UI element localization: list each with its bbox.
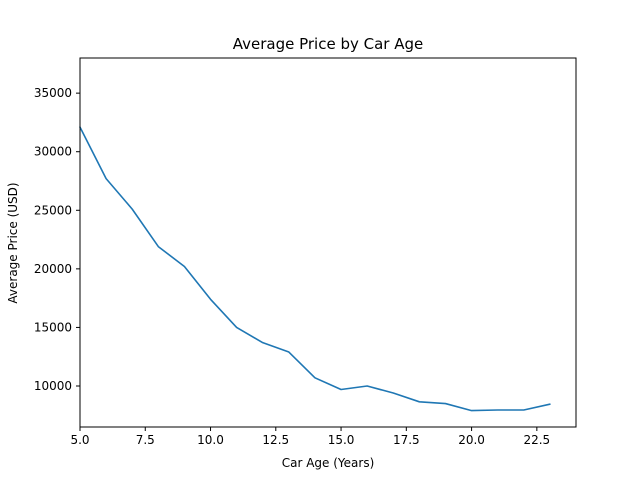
series-layer <box>79 126 551 412</box>
x-tick-label: 17.5 <box>393 433 420 447</box>
x-tick-label: 22.5 <box>523 433 550 447</box>
plot-frame <box>79 57 577 428</box>
y-tick-label: 25000 <box>34 203 72 217</box>
y-tick-label: 30000 <box>34 145 72 159</box>
x-tick-label: 10.0 <box>197 433 224 447</box>
y-tick-label: 20000 <box>34 262 72 276</box>
x-tick-label: 20.0 <box>458 433 485 447</box>
plot-area <box>79 57 577 428</box>
x-axis-label: Car Age (Years) <box>282 456 375 470</box>
y-tick-label: 15000 <box>34 320 72 334</box>
x-tick-label: 12.5 <box>262 433 289 447</box>
y-axis: 10000 15000 20000 25000 30000 35000 <box>34 86 80 393</box>
series-line <box>79 126 551 412</box>
y-axis-label: Average Price (USD) <box>6 182 20 303</box>
chart-title: Average Price by Car Age <box>233 35 424 53</box>
y-tick-label: 10000 <box>34 379 72 393</box>
x-axis: 5.0 7.5 10.0 12.5 15.0 17.5 20.0 22.5 <box>70 427 550 447</box>
x-tick-label: 5.0 <box>70 433 89 447</box>
x-tick-label: 15.0 <box>328 433 355 447</box>
x-tick-label: 7.5 <box>136 433 155 447</box>
y-tick-label: 35000 <box>34 86 72 100</box>
